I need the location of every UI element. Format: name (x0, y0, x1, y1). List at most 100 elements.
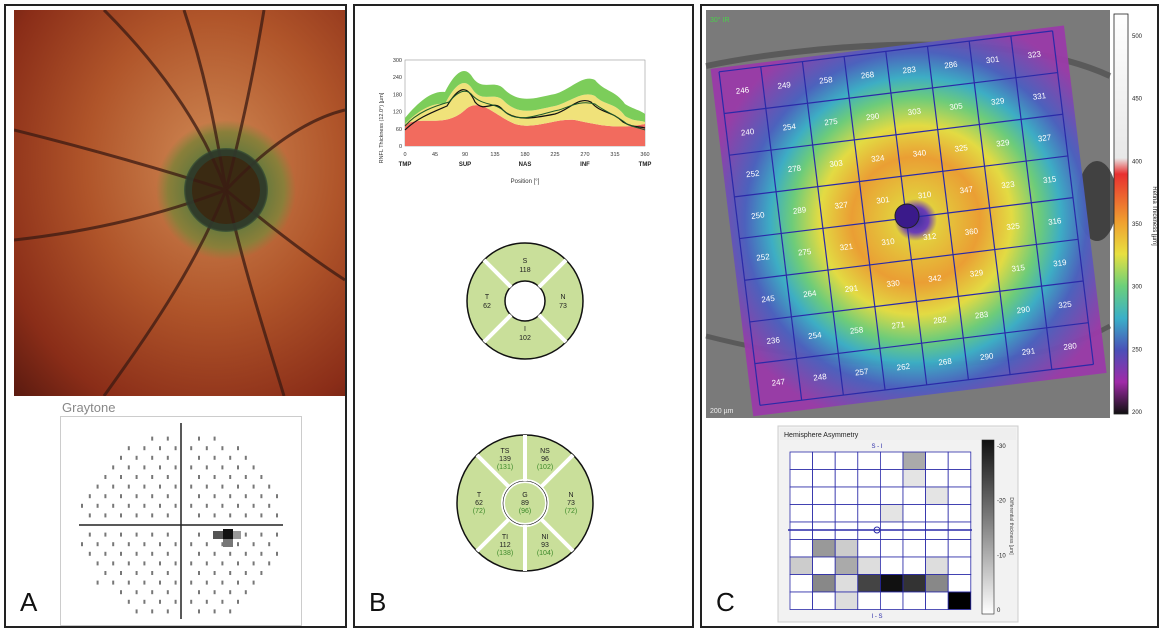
asymmetry-scale-tick: -20 (997, 499, 1006, 505)
colorbar-tick: 300 (1132, 285, 1143, 291)
asymmetry-cell (813, 592, 836, 610)
thickness-colorbar (1114, 14, 1128, 414)
thickness-cell-value: 340 (912, 148, 927, 159)
thickness-cell-value: 319 (1053, 258, 1068, 269)
thickness-cell-value: 325 (954, 143, 969, 154)
sector-ni-normal: (104) (537, 550, 553, 557)
sector-g-label: G (522, 492, 527, 499)
asymmetry-cell (926, 540, 949, 558)
asymmetry-cell (880, 470, 903, 488)
asymmetry-cell (903, 540, 926, 558)
visual-field-plot (61, 417, 301, 625)
asymmetry-cell (790, 592, 813, 610)
profile-xtick: 135 (490, 152, 499, 158)
sector-n-normal: (72) (565, 508, 577, 515)
thickness-cell-value: 360 (964, 226, 979, 237)
thickness-cell-value: 250 (751, 210, 766, 221)
asymmetry-cell (790, 470, 813, 488)
sector-ti-value: 112 (499, 542, 510, 549)
asymmetry-scale-label: Differential thickness [µm] (1008, 497, 1014, 555)
asymmetry-cell (835, 557, 858, 575)
asymmetry-cell (948, 592, 971, 610)
quadrant-n-label: N (560, 294, 565, 301)
sector-ns-normal: (102) (537, 464, 553, 471)
thickness-cell-value: 291 (844, 283, 859, 294)
profile-ylabel: RNFL Thickness (12.0°) [µm] (379, 92, 385, 163)
asymmetry-cell (790, 540, 813, 558)
thickness-cell-value: 271 (891, 320, 906, 331)
colorbar-tick: 250 (1132, 347, 1143, 353)
profile-xtick: 180 (520, 152, 529, 158)
thickness-cell-value: 252 (746, 169, 761, 180)
asymmetry-cell (903, 557, 926, 575)
sector-ni-value: 93 (541, 542, 549, 549)
sector-n-value: 73 (567, 500, 575, 507)
asymmetry-cell (948, 452, 971, 470)
thickness-cell-value: 330 (886, 278, 901, 289)
asymmetry-cell (813, 487, 836, 505)
panel-c: 30° IR 200 µm 246 249 258 268 283 286 301 323 24… (700, 4, 1159, 628)
thickness-cell-value: 236 (766, 335, 781, 346)
thickness-cell-value: 323 (1001, 180, 1016, 191)
thickness-cell-value: 301 (876, 195, 891, 206)
asymmetry-cell (835, 452, 858, 470)
asymmetry-cell (858, 487, 881, 505)
thickness-cell-value: 329 (969, 268, 984, 279)
thickness-cell-value: 315 (1011, 263, 1026, 274)
thickness-cell-value: 310 (917, 190, 932, 201)
thickness-cell-value: 290 (1016, 305, 1031, 316)
sector-ns-label: NS (540, 448, 550, 455)
asymmetry-cell (858, 540, 881, 558)
thickness-cell-value: 248 (813, 372, 828, 383)
thickness-cell-value: 278 (787, 164, 802, 175)
thickness-cell-value: 342 (928, 273, 943, 284)
colorbar-label: Retina Thickness [µm] (1151, 186, 1157, 246)
asymmetry-cell (880, 575, 903, 593)
visual-field-graytone (60, 416, 302, 626)
thickness-cell-value: 268 (860, 70, 875, 81)
thickness-cell-value: 305 (949, 101, 964, 112)
asymmetry-cell (926, 557, 949, 575)
profile-sector-label: TMP (399, 162, 412, 168)
thickness-cell-value: 283 (974, 310, 989, 321)
asymmetry-cell (880, 505, 903, 523)
asymmetry-cell (835, 540, 858, 558)
sector-ni-label: NI (542, 534, 549, 541)
sector-t-normal: (72) (473, 508, 485, 515)
thickness-cell-value: 257 (855, 367, 870, 378)
thickness-cell-value: 247 (771, 377, 786, 388)
panel-b-letter: B (369, 587, 386, 618)
profile-sector-label: INF (580, 162, 590, 168)
colorbar-tick: 350 (1132, 222, 1143, 228)
asymmetry-cell (835, 575, 858, 593)
sector-g-normal: (96) (519, 508, 531, 515)
quadrant-i-value: 102 (519, 335, 531, 342)
asymmetry-cell (813, 575, 836, 593)
profile-xtick: 225 (550, 152, 559, 158)
asymmetry-cell (790, 487, 813, 505)
sector-ts-label: TS (501, 448, 510, 455)
thickness-cell-value: 283 (902, 65, 917, 76)
thickness-cell-value: 252 (756, 252, 771, 263)
asymmetry-cell (790, 575, 813, 593)
colorbar-tick: 400 (1132, 159, 1143, 165)
sector-ti-normal: (138) (497, 550, 513, 557)
scale-bar-label: 200 µm (710, 408, 734, 415)
asymmetry-cell (790, 452, 813, 470)
thickness-cell-value: 280 (1063, 341, 1078, 352)
profile-xtick: 0 (403, 152, 406, 158)
thickness-cell-value: 323 (1027, 49, 1042, 60)
scan-label: 30° IR (710, 16, 730, 24)
thickness-cell-value: 275 (824, 117, 839, 128)
asymmetry-cell (790, 505, 813, 523)
asymmetry-cell (813, 557, 836, 575)
sector-ti-label: TI (502, 534, 508, 541)
profile-xtick: 360 (640, 152, 649, 158)
sector-n-label: N (568, 492, 573, 499)
thickness-cell-value: 258 (819, 75, 834, 86)
asymmetry-cell (835, 592, 858, 610)
asymmetry-cell (903, 575, 926, 593)
profile-ytick: 60 (396, 127, 402, 133)
panel-b: RNFL Thickness (12.0°) [µm] 300 240 180 120… (353, 4, 694, 628)
asymmetry-cell (926, 487, 949, 505)
